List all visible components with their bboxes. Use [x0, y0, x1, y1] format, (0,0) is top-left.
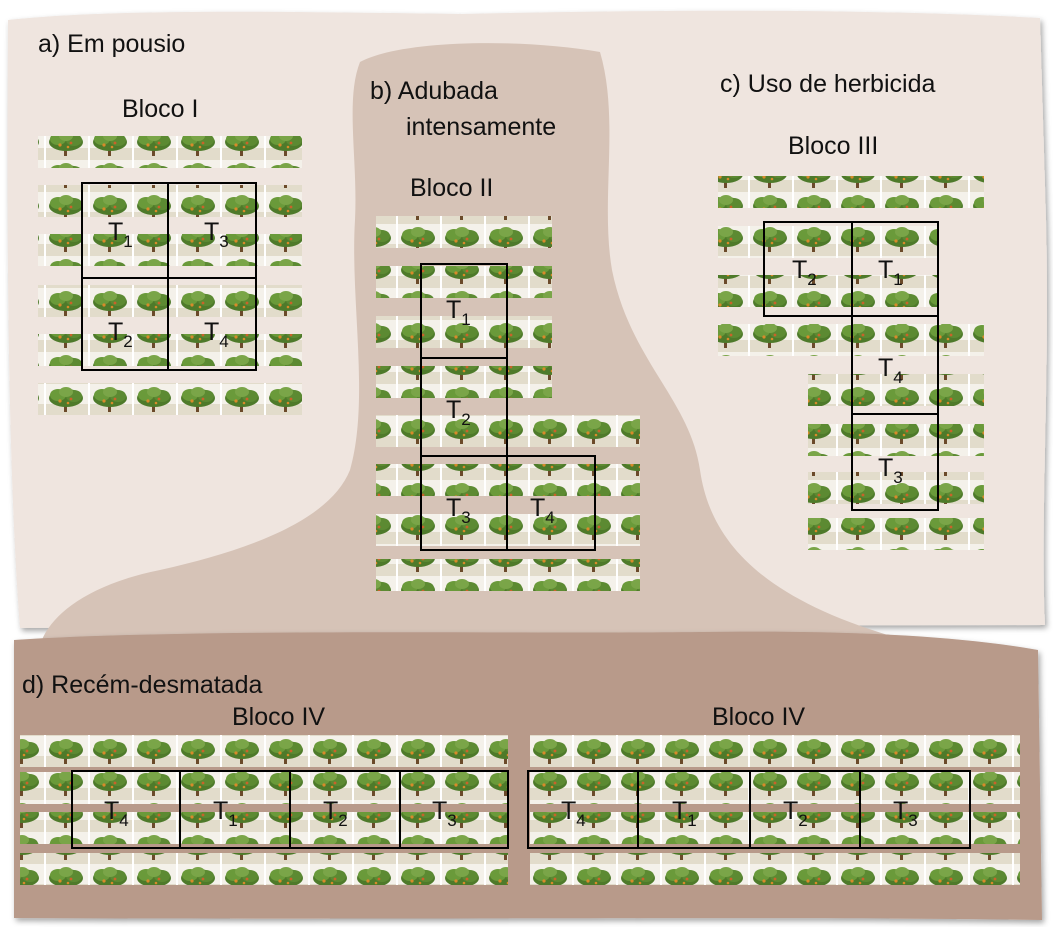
shrub-strip-icon: [38, 185, 302, 217]
shrub-strip-icon: [808, 424, 984, 456]
treatment-label: T1: [213, 797, 238, 830]
treatment-label: T1: [446, 296, 471, 329]
shrub-strip-icon: [38, 334, 302, 366]
shrub-strip-icon: [530, 812, 1020, 844]
treatment-plot: [859, 770, 971, 849]
treatment-label: T1: [108, 218, 133, 251]
shrub-strip-icon: [376, 559, 640, 591]
shrub-strip-icon: [376, 366, 552, 398]
shrub-strip-icon: [808, 374, 984, 406]
treatment-label: T2: [783, 797, 808, 830]
shrub-strip-icon: [530, 772, 1020, 804]
treatment-label: T3: [878, 454, 903, 487]
treatment-label: T3: [204, 218, 229, 251]
area-c-label: c) Uso de herbicida: [720, 70, 935, 98]
area-a-label: a) Em pousio: [38, 30, 185, 58]
shrub-strip-icon: [376, 316, 552, 348]
block-i-label: Bloco I: [122, 95, 198, 123]
treatment-label: T1: [672, 797, 697, 830]
shrub-strip-icon: [20, 853, 508, 885]
shrub-strip-icon: [38, 234, 302, 266]
treatment-label: T1: [878, 256, 903, 289]
shrub-strip-icon: [718, 176, 984, 208]
treatment-label: T2: [108, 318, 133, 351]
treatment-label: T3: [432, 797, 457, 830]
shrub-strip-icon: [376, 266, 552, 298]
treatment-label: T4: [561, 797, 586, 830]
shrub-strip-icon: [718, 226, 938, 258]
treatment-plot: [167, 277, 257, 371]
shrub-strip-icon: [718, 275, 938, 307]
treatment-plot: [506, 455, 596, 551]
treatment-label: T2: [446, 396, 471, 429]
block-iv-left-label: Bloco IV: [232, 703, 325, 731]
treatment-label: T4: [104, 797, 129, 830]
shrub-strip-icon: [808, 518, 984, 550]
treatment-label: T2: [323, 797, 348, 830]
area-b-label-line1: b) Adubada: [370, 77, 498, 105]
shrub-strip-icon: [376, 216, 552, 248]
shrub-strip-icon: [530, 735, 1020, 767]
treatment-label: T3: [893, 797, 918, 830]
block-iv-right-label: Bloco IV: [712, 703, 805, 731]
treatment-label: T4: [878, 354, 903, 387]
shrub-strip-icon: [20, 772, 508, 804]
area-b-label-line2: intensamente: [406, 113, 556, 141]
treatment-label: T3: [446, 494, 471, 527]
shrub-strip-icon: [38, 285, 302, 317]
land-region-fertilized: [38, 43, 1001, 668]
block-ii-label: Bloco II: [410, 174, 493, 202]
treatment-plot: [399, 770, 509, 849]
shrub-strip-icon: [530, 853, 1020, 885]
shrub-strip-icon: [20, 812, 508, 844]
shrub-strip-icon: [38, 383, 302, 415]
treatment-label: T4: [204, 318, 229, 351]
treatment-plot: [851, 413, 939, 511]
shrub-strip-icon: [808, 472, 984, 504]
area-d-label: d) Recém-desmatada: [22, 671, 262, 699]
treatment-label: T2: [792, 256, 817, 289]
shrub-strip-icon: [38, 136, 302, 168]
treatment-plots: T1 T3 T2 T4 T1 T2 T3 T4 T2 T1 T4 T3 T4 T1 T2 T3 T4 T1 T2 T3: [71, 182, 971, 849]
shrub-strip-icon: [20, 735, 508, 767]
block-iii-label: Bloco III: [788, 132, 878, 160]
treatment-label: T4: [530, 494, 555, 527]
